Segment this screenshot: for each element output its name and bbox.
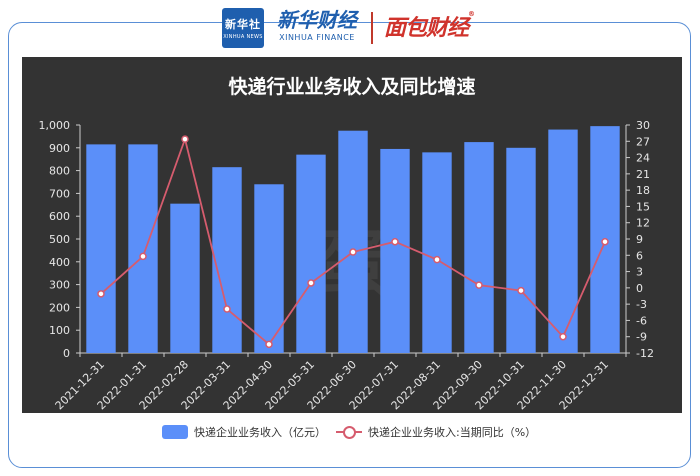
bar <box>212 167 242 353</box>
left-tick-label: 500 <box>49 233 70 246</box>
legend-item-line[interactable]: 快递企业业务收入:当期同比（%） <box>336 424 536 440</box>
right-tick-label: 18 <box>636 184 650 197</box>
line-point <box>307 279 315 287</box>
right-tick-label: -3 <box>636 298 647 311</box>
mianbao-text: 面包财经 <box>384 16 469 41</box>
left-tick-label: 100 <box>49 324 70 337</box>
xinhua-news-logo: 新华社 XINHUA NEWS <box>222 8 264 48</box>
line-point <box>97 290 105 298</box>
line-point <box>601 237 609 246</box>
bar <box>128 144 158 353</box>
legend-item-bar[interactable]: 快递企业业务收入（亿元） <box>162 424 326 440</box>
left-tick-label: 1,000 <box>39 119 71 132</box>
right-tick-label: 27 <box>636 135 650 148</box>
line-point <box>223 305 231 313</box>
line-point <box>391 237 399 246</box>
bar <box>380 148 410 353</box>
bar <box>254 184 284 353</box>
left-tick-label: 200 <box>49 301 70 314</box>
right-tick-label: -9 <box>636 331 647 344</box>
legend-bar-swatch <box>162 425 188 439</box>
legend-line-swatch <box>336 425 362 439</box>
right-tick-label: -12 <box>636 347 654 360</box>
right-tick-label: 30 <box>636 119 650 132</box>
line-point <box>265 340 273 349</box>
right-tick-label: 24 <box>636 152 650 165</box>
bar <box>86 144 116 353</box>
line-point <box>475 281 483 289</box>
legend: 快递企业业务收入（亿元） 快递企业业务收入:当期同比（%） <box>0 424 700 446</box>
left-tick-label: 700 <box>49 187 70 200</box>
chart-svg: 蛋 快递行业业务收入及同比增速 010020030040050060070080… <box>39 75 654 412</box>
right-tick-label: 6 <box>636 249 643 262</box>
line-point <box>433 255 441 264</box>
bar-series <box>86 126 620 353</box>
right-tick-label: 12 <box>636 217 650 230</box>
left-tick-label: 900 <box>49 142 70 155</box>
xinhua-logo-text: 新华社 <box>225 18 261 31</box>
right-tick-label: -6 <box>636 314 647 327</box>
legend-bar-label: 快递企业业务收入（亿元） <box>194 426 326 439</box>
right-tick-label: 15 <box>636 200 650 213</box>
xinhua-finance-brand: 新华财经 XINHUA FINANCE <box>272 8 362 48</box>
outer-frame <box>8 22 691 468</box>
bar <box>296 154 326 353</box>
legend-line-label: 快递企业业务收入:当期同比（%） <box>368 426 537 439</box>
bar <box>506 147 536 353</box>
right-tick-label: 9 <box>636 233 643 246</box>
line-point <box>181 135 189 143</box>
xinhua-logo-sub: XINHUA NEWS <box>223 34 263 40</box>
bar <box>464 142 494 353</box>
line-point <box>559 332 567 341</box>
line-point <box>349 248 357 256</box>
left-tick-label: 600 <box>49 210 70 223</box>
right-tick-label: 3 <box>636 266 643 279</box>
bar <box>548 129 578 353</box>
left-tick-label: 800 <box>49 165 70 178</box>
brand-cn: 新华财经 <box>277 8 357 32</box>
right-tick-label: 21 <box>636 168 650 181</box>
mianbao-finance-brand: 面包财经® <box>384 10 475 42</box>
brand-en: XINHUA FINANCE <box>279 33 355 42</box>
bar <box>338 130 368 353</box>
bar <box>422 152 452 353</box>
right-tick-label: 0 <box>636 282 643 295</box>
line-point <box>139 252 147 261</box>
registered-mark: ® <box>468 10 475 18</box>
header: 新华社 XINHUA NEWS 新华财经 XINHUA FINANCE 面包财经… <box>0 4 700 48</box>
x-axis-labels: 2021-12-312022-01-312022-02-282022-03-31… <box>53 353 627 412</box>
line-point <box>517 286 525 295</box>
left-tick-label: 400 <box>49 256 70 269</box>
left-tick-label: 300 <box>49 279 70 292</box>
left-tick-label: 0 <box>63 347 70 360</box>
line-series <box>97 135 609 349</box>
chart-title: 快递行业业务收入及同比增速 <box>228 75 475 98</box>
brand-separator <box>371 12 373 44</box>
bar <box>170 203 200 353</box>
